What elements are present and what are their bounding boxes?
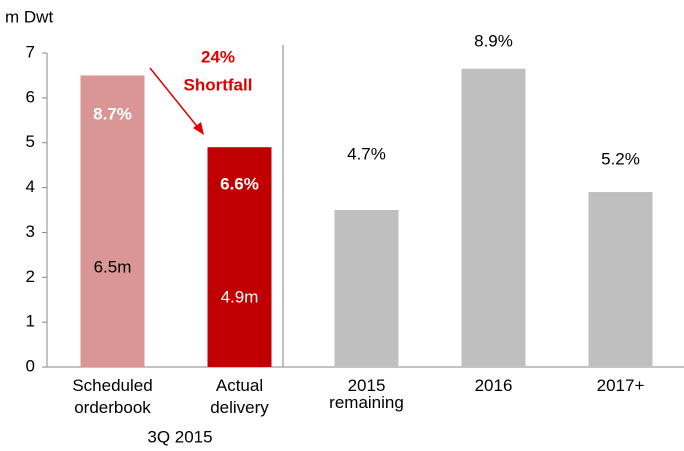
- x-tick-label: 2015 remaining: [329, 376, 404, 412]
- bar: [461, 68, 526, 367]
- rate-label: 5.2%: [601, 149, 640, 168]
- bar: [334, 210, 399, 367]
- y-tick-label: 5: [26, 132, 35, 151]
- bar: [588, 192, 653, 367]
- x-tick-label: 2017+: [597, 376, 645, 395]
- y-tick-label: 4: [26, 177, 35, 196]
- x-tick-label: Scheduled orderbook: [72, 376, 152, 417]
- group-label: 3Q 2015: [147, 427, 212, 446]
- annotation: Shortfall: [184, 75, 253, 94]
- x-tick-label: Actual delivery: [210, 376, 269, 417]
- rate-label: 6.6%: [220, 174, 259, 193]
- bar: [80, 75, 145, 367]
- x-tick-label: 2016: [475, 376, 513, 395]
- bar: [207, 147, 272, 367]
- value-label: 4.9m: [221, 287, 259, 306]
- y-tick-label: 2: [26, 267, 35, 286]
- rate-label: 8.9%: [474, 31, 513, 50]
- y-tick-label: 6: [26, 87, 35, 106]
- arrow-head: [193, 122, 204, 135]
- rate-label: 8.7%: [93, 104, 132, 123]
- y-tick-label: 1: [26, 312, 35, 331]
- rate-label: 4.7%: [347, 144, 386, 163]
- y-tick-label: 3: [26, 222, 35, 241]
- y-tick-label: 7: [26, 42, 35, 61]
- y-tick-label: 0: [26, 356, 35, 375]
- value-label: 6.5m: [94, 257, 132, 276]
- annotation-arrow: [149, 67, 201, 131]
- y-axis-label: m Dwt: [5, 7, 53, 26]
- annotation: 24%: [201, 47, 235, 66]
